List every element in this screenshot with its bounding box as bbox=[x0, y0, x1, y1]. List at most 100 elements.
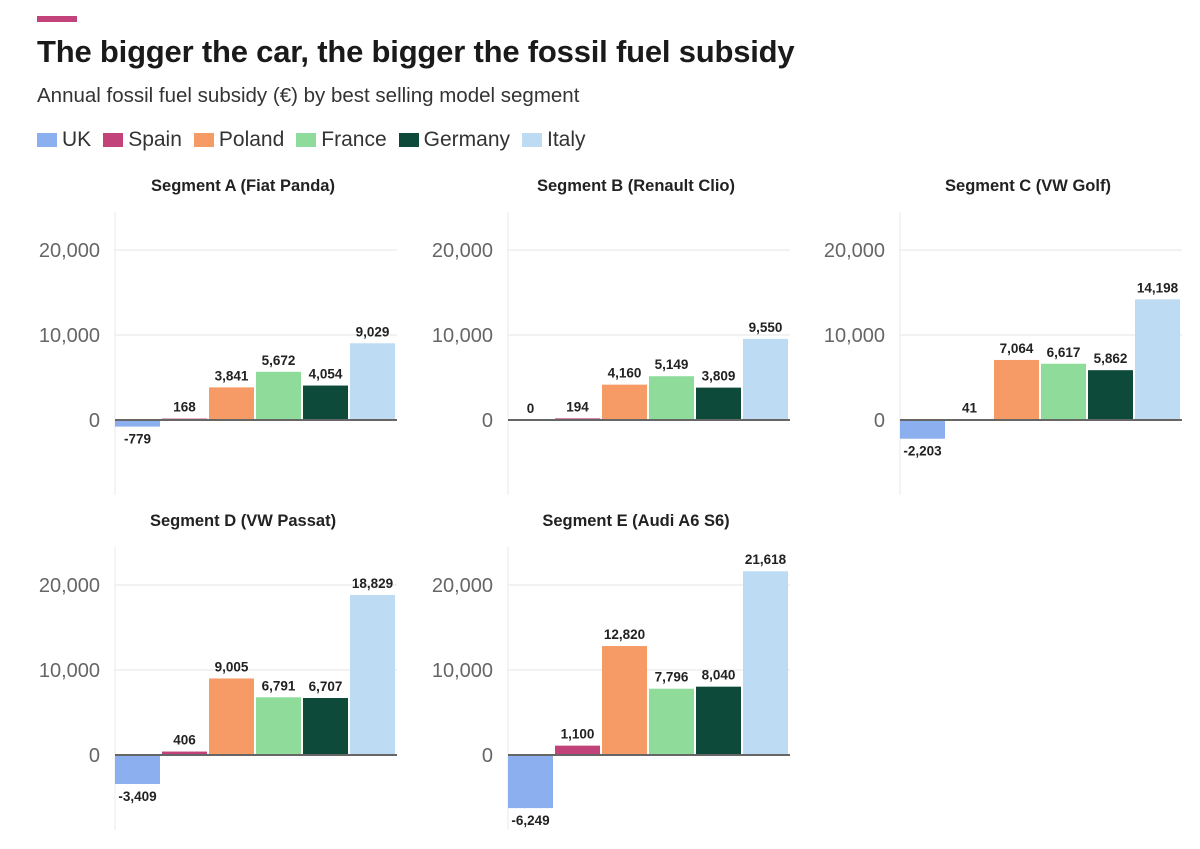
bar-france bbox=[256, 697, 301, 755]
data-label-spain: 1,100 bbox=[561, 727, 595, 742]
bar-italy bbox=[743, 338, 788, 420]
y-tick-label: 20,000 bbox=[824, 240, 885, 262]
bar-germany bbox=[303, 385, 348, 420]
legend-item-germany: Germany bbox=[398, 128, 510, 152]
chart-panel-segment-b-renault-clio: Segment B (Renault Clio) 0 10,000 20,000 0 19… bbox=[432, 177, 790, 495]
data-label-poland: 3,841 bbox=[215, 368, 249, 383]
bar-germany bbox=[696, 686, 741, 755]
y-tick-label: 20,000 bbox=[432, 575, 493, 597]
data-label-spain: 406 bbox=[173, 733, 196, 748]
data-label-uk: 0 bbox=[527, 401, 535, 416]
data-label-italy: 18,829 bbox=[352, 576, 393, 591]
data-label-germany: 3,809 bbox=[702, 369, 736, 384]
data-label-france: 6,791 bbox=[262, 678, 296, 693]
y-tick-label: 20,000 bbox=[432, 240, 493, 262]
bar-france bbox=[1041, 363, 1086, 420]
chart-panel-segment-d-vw-passat: Segment D (VW Passat) 0 10,000 20,000 -3,409… bbox=[39, 512, 397, 830]
legend-item-france: France bbox=[296, 128, 387, 152]
data-label-uk: -3,409 bbox=[118, 789, 156, 804]
data-label-germany: 4,054 bbox=[309, 367, 343, 382]
y-tick-label: 10,000 bbox=[432, 660, 493, 682]
data-label-spain: 194 bbox=[566, 399, 589, 414]
y-tick-label: 0 bbox=[89, 745, 100, 767]
chart-panel-segment-c-vw-golf: Segment C (VW Golf) 0 10,000 20,000 -2,203 41… bbox=[824, 177, 1182, 495]
bar-poland bbox=[209, 387, 254, 420]
bar-uk bbox=[115, 755, 160, 784]
bar-uk bbox=[900, 420, 945, 439]
legend-label-italy: Italy bbox=[547, 128, 586, 151]
y-tick-label: 10,000 bbox=[824, 325, 885, 347]
data-label-poland: 7,064 bbox=[1000, 341, 1034, 356]
bar-germany bbox=[696, 387, 741, 420]
page-title: The bigger the car, the bigger the fossi… bbox=[37, 34, 795, 69]
chart-panel-segment-e-audi-a6-s6: Segment E (Audi A6 S6) 0 10,000 20,000 -6,24… bbox=[432, 512, 790, 830]
data-label-spain: 41 bbox=[962, 401, 978, 416]
accent-bar bbox=[37, 16, 77, 22]
legend-item-poland: Poland bbox=[193, 128, 285, 152]
legend-label-poland: Poland bbox=[218, 128, 285, 151]
data-label-uk: -6,249 bbox=[511, 813, 549, 828]
legend-swatch-uk bbox=[37, 133, 57, 147]
chart-title: Segment A (Fiat Panda) bbox=[151, 177, 335, 195]
data-label-uk: -779 bbox=[124, 432, 151, 447]
data-label-poland: 4,160 bbox=[608, 366, 642, 381]
legend-swatch-italy bbox=[522, 133, 543, 147]
legend: UK Spain Poland France Germany Italy bbox=[37, 128, 598, 152]
legend-item-uk: UK bbox=[37, 128, 91, 152]
data-label-spain: 168 bbox=[173, 400, 196, 415]
y-tick-label: 0 bbox=[482, 745, 493, 767]
data-label-poland: 9,005 bbox=[215, 659, 249, 674]
chart-title: Segment B (Renault Clio) bbox=[537, 177, 735, 195]
data-label-italy: 9,029 bbox=[356, 324, 390, 339]
bar-poland bbox=[602, 384, 647, 420]
bar-italy bbox=[350, 594, 395, 755]
page-subtitle: Annual fossil fuel subsidy (€) by best s… bbox=[37, 84, 580, 107]
chart-title: Segment C (VW Golf) bbox=[945, 177, 1111, 195]
data-label-germany: 8,040 bbox=[702, 668, 736, 683]
data-label-italy: 14,198 bbox=[1137, 280, 1179, 295]
legend-swatch-poland bbox=[193, 133, 214, 147]
data-label-uk: -2,203 bbox=[903, 444, 942, 459]
chart-panel-segment-a-fiat-panda: Segment A (Fiat Panda) 0 10,000 20,000 -779 1… bbox=[39, 177, 397, 495]
chart-title: Segment D (VW Passat) bbox=[150, 512, 336, 530]
legend-label-france: France bbox=[321, 128, 387, 151]
data-label-france: 6,617 bbox=[1047, 345, 1081, 360]
data-label-france: 5,672 bbox=[262, 353, 296, 368]
y-tick-label: 0 bbox=[874, 410, 885, 432]
data-label-france: 5,149 bbox=[655, 357, 689, 372]
legend-label-uk: UK bbox=[62, 128, 92, 151]
bar-france bbox=[649, 376, 694, 420]
y-tick-label: 0 bbox=[482, 410, 493, 432]
bar-germany bbox=[303, 697, 348, 755]
bar-france bbox=[256, 371, 301, 420]
bar-italy bbox=[1135, 299, 1180, 420]
bar-germany bbox=[1088, 370, 1133, 420]
y-tick-label: 10,000 bbox=[39, 325, 100, 347]
legend-item-spain: Spain bbox=[103, 128, 182, 152]
bar-spain bbox=[555, 745, 600, 755]
legend-item-italy: Italy bbox=[522, 128, 586, 152]
bar-spain bbox=[162, 751, 207, 755]
data-label-poland: 12,820 bbox=[604, 627, 645, 642]
y-tick-label: 10,000 bbox=[432, 325, 493, 347]
data-label-germany: 6,707 bbox=[309, 679, 343, 694]
y-tick-label: 20,000 bbox=[39, 575, 100, 597]
chart-title: Segment E (Audi A6 S6) bbox=[542, 512, 729, 530]
legend-swatch-france bbox=[296, 133, 317, 147]
y-tick-label: 0 bbox=[89, 410, 100, 432]
data-label-france: 7,796 bbox=[655, 670, 689, 685]
legend-swatch-spain bbox=[103, 133, 124, 147]
bar-italy bbox=[350, 343, 395, 420]
data-label-germany: 5,862 bbox=[1094, 351, 1128, 366]
bar-poland bbox=[994, 359, 1039, 420]
bar-poland bbox=[602, 646, 647, 755]
y-tick-label: 10,000 bbox=[39, 660, 100, 682]
y-tick-label: 20,000 bbox=[39, 240, 100, 262]
bar-poland bbox=[209, 678, 254, 755]
data-label-italy: 21,618 bbox=[745, 552, 787, 567]
bar-italy bbox=[743, 571, 788, 755]
bar-uk bbox=[508, 755, 553, 809]
legend-swatch-germany bbox=[398, 133, 419, 147]
bar-uk bbox=[115, 420, 160, 427]
